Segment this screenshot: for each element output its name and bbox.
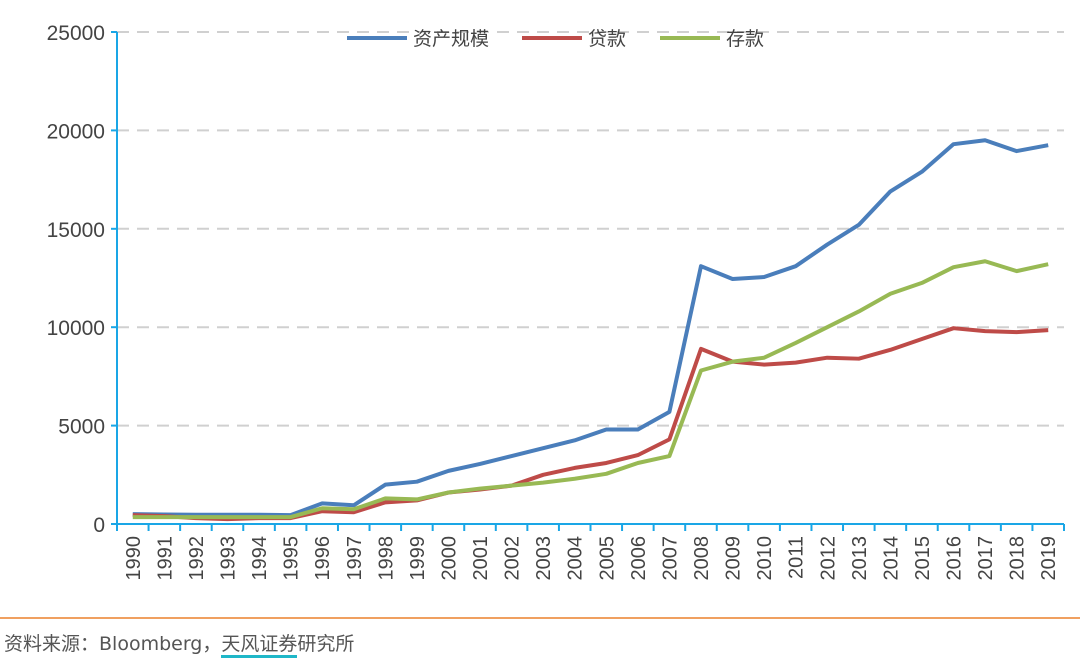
- y-tick-label: 15000: [47, 219, 105, 242]
- x-tick-label: 1997: [344, 536, 366, 581]
- x-tick-label: 2003: [533, 536, 555, 581]
- x-tick-label: 2006: [628, 536, 650, 581]
- x-tick-label: 1990: [123, 536, 145, 581]
- x-tick-label: 1991: [154, 536, 176, 581]
- source-prefix: 资料来源：Bloomberg，: [4, 633, 222, 655]
- source-suffix: 研究所: [297, 633, 355, 655]
- y-tick-label: 5000: [58, 416, 105, 439]
- y-tick-label: 0: [93, 514, 105, 537]
- x-tick-label: 1992: [186, 536, 208, 581]
- divider-line: [0, 617, 1080, 619]
- legend-label: 贷款: [588, 28, 626, 50]
- y-tick-label: 10000: [47, 317, 105, 340]
- x-tick-label: 2004: [565, 536, 587, 581]
- x-tick-label: 2017: [975, 536, 997, 581]
- legend-label: 存款: [726, 28, 764, 50]
- x-tick-label: 2012: [817, 536, 839, 581]
- x-tick-label: 2016: [944, 536, 966, 581]
- y-tick-label: 20000: [47, 120, 105, 143]
- x-tick-label: 2007: [659, 536, 681, 581]
- legend-label: 资产规模: [413, 28, 489, 50]
- x-tick-label: 2018: [1007, 536, 1029, 581]
- series-line-0: [132, 138, 1049, 518]
- x-tick-label: 1999: [407, 536, 429, 581]
- x-tick-label: 2010: [754, 536, 776, 581]
- x-tick-label: 2015: [912, 536, 934, 581]
- x-tick-label: 2005: [596, 536, 618, 581]
- x-tick-label: 2013: [849, 536, 871, 581]
- x-tick-label: 2014: [880, 536, 902, 581]
- x-tick-label: 1996: [312, 536, 334, 581]
- source-note: 资料来源：Bloomberg，天风证券研究所: [4, 629, 355, 658]
- y-tick-label: 25000: [47, 22, 105, 45]
- x-tick-label: 2011: [786, 536, 808, 579]
- series-line-2: [132, 259, 1049, 520]
- x-tick-label: 1998: [375, 536, 397, 581]
- x-tick-label: 1993: [217, 536, 239, 581]
- x-tick-label: 2019: [1038, 536, 1060, 581]
- x-tick-label: 2008: [691, 536, 713, 581]
- x-tick-label: 1994: [249, 536, 271, 581]
- line-chart: 0 5000 10000 15000 20000 25000 1990 1991 1992 199…: [47, 22, 1065, 581]
- x-tick-label: 1995: [281, 536, 303, 581]
- series-line-1: [132, 326, 1049, 522]
- x-tick-label: 2000: [438, 536, 460, 581]
- x-tick-label: 2002: [502, 536, 524, 581]
- source-link[interactable]: 天风证券: [221, 633, 298, 658]
- x-tick-label: 2009: [723, 536, 745, 581]
- x-tick-label: 2001: [470, 536, 492, 581]
